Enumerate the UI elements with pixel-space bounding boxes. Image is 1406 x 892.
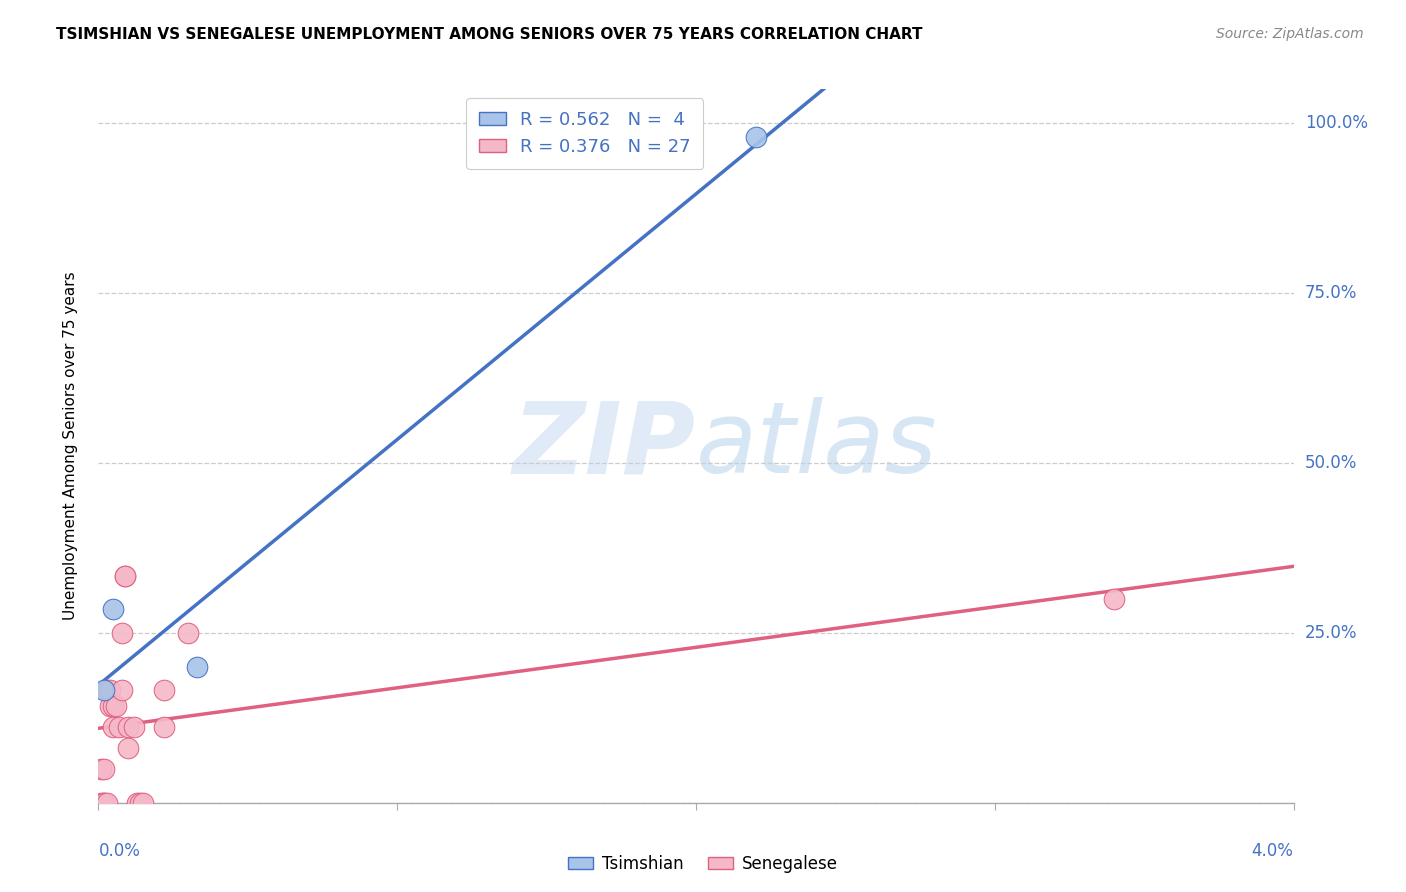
Point: [90, 796, 112, 810]
Point: [1102, 591, 1125, 606]
Y-axis label: Unemployment Among Seniors over 75 years: Unemployment Among Seniors over 75 years: [63, 272, 77, 620]
Point: [111, 626, 134, 640]
Point: [103, 698, 125, 713]
Point: [153, 682, 176, 697]
Legend: Tsimshian, Senegalese: Tsimshian, Senegalese: [561, 848, 845, 880]
Point: [129, 796, 152, 810]
Text: 75.0%: 75.0%: [1305, 284, 1357, 302]
Point: [93, 796, 115, 810]
Point: [127, 796, 149, 810]
Point: [153, 720, 176, 734]
Point: [111, 682, 134, 697]
Point: [124, 720, 146, 734]
Point: [96, 682, 118, 697]
Text: Source: ZipAtlas.com: Source: ZipAtlas.com: [1216, 27, 1364, 41]
Point: [745, 129, 768, 144]
Text: 50.0%: 50.0%: [1305, 454, 1357, 472]
Text: TSIMSHIAN VS SENEGALESE UNEMPLOYMENT AMONG SENIORS OVER 75 YEARS CORRELATION CHA: TSIMSHIAN VS SENEGALESE UNEMPLOYMENT AMO…: [56, 27, 922, 42]
Text: 100.0%: 100.0%: [1305, 114, 1368, 132]
Point: [105, 698, 128, 713]
Text: ZIP: ZIP: [513, 398, 696, 494]
Point: [103, 720, 125, 734]
Point: [114, 569, 136, 583]
Point: [177, 626, 200, 640]
Text: 4.0%: 4.0%: [1251, 842, 1294, 860]
Point: [98, 698, 122, 713]
Point: [117, 720, 139, 734]
Point: [93, 682, 115, 697]
Text: atlas: atlas: [696, 398, 938, 494]
Point: [98, 682, 122, 697]
Legend: R = 0.562   N =  4, R = 0.376   N = 27: R = 0.562 N = 4, R = 0.376 N = 27: [465, 98, 703, 169]
Point: [103, 601, 125, 615]
Point: [132, 796, 155, 810]
Point: [96, 796, 118, 810]
Point: [114, 569, 136, 583]
Text: 25.0%: 25.0%: [1305, 624, 1357, 642]
Point: [186, 660, 208, 674]
Point: [93, 762, 115, 776]
Point: [117, 741, 139, 756]
Point: [93, 796, 115, 810]
Text: 0.0%: 0.0%: [98, 842, 141, 860]
Point: [108, 720, 131, 734]
Point: [90, 762, 112, 776]
